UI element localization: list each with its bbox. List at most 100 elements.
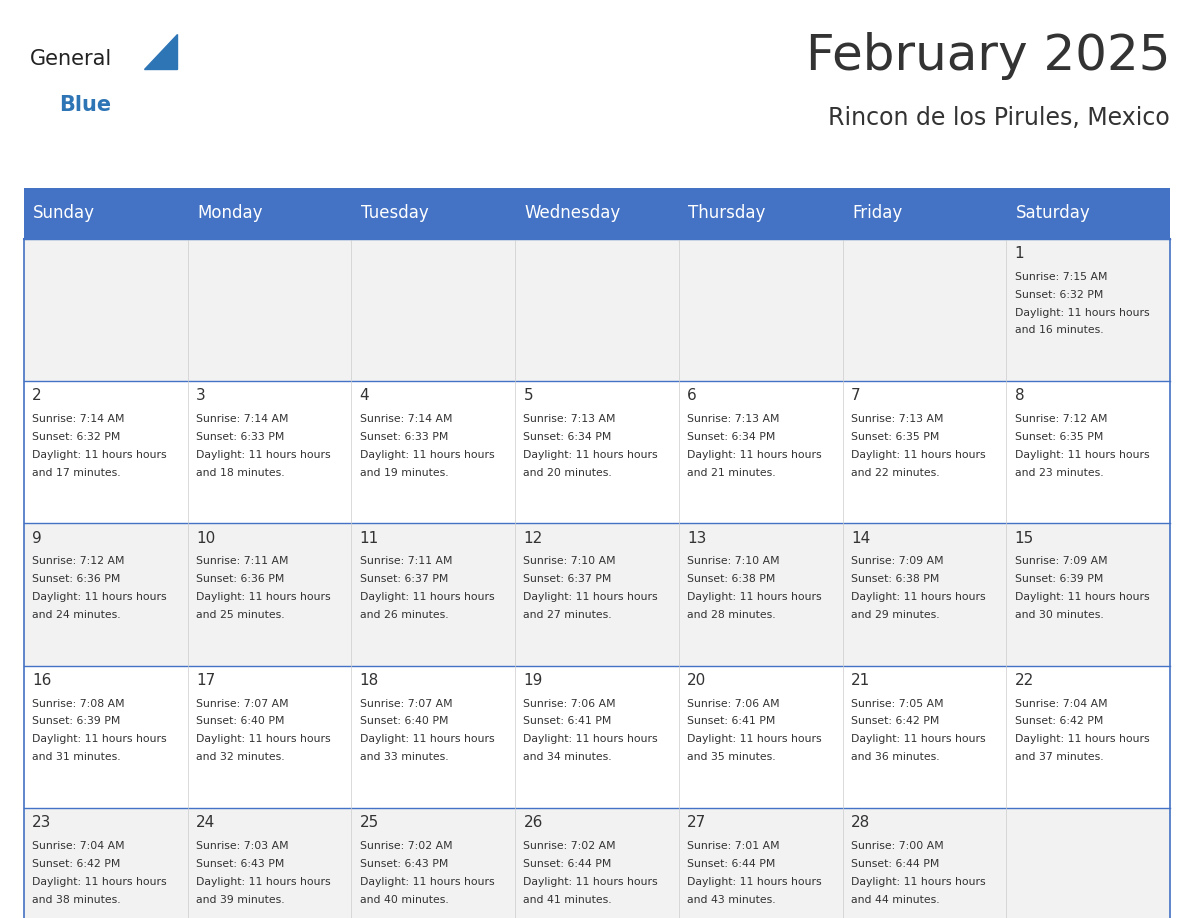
Bar	[24, 523, 1170, 666]
Text: and 37 minutes.: and 37 minutes.	[1015, 753, 1104, 762]
Text: Daylight: 11 hours hours: Daylight: 11 hours hours	[1015, 450, 1149, 460]
Text: Sunset: 6:39 PM: Sunset: 6:39 PM	[1015, 575, 1104, 584]
Text: Daylight: 11 hours hours: Daylight: 11 hours hours	[360, 734, 494, 744]
Text: Sunset: 6:35 PM: Sunset: 6:35 PM	[1015, 432, 1104, 442]
Text: Sunset: 6:33 PM: Sunset: 6:33 PM	[196, 432, 284, 442]
Text: Sunrise: 7:12 AM: Sunrise: 7:12 AM	[32, 556, 125, 566]
Text: and 29 minutes.: and 29 minutes.	[851, 610, 940, 620]
Text: and 20 minutes.: and 20 minutes.	[524, 468, 612, 477]
Text: Sunset: 6:44 PM: Sunset: 6:44 PM	[851, 859, 940, 868]
Text: and 31 minutes.: and 31 minutes.	[32, 753, 121, 762]
Text: Daylight: 11 hours hours: Daylight: 11 hours hours	[851, 450, 986, 460]
Text: 25: 25	[360, 815, 379, 830]
Text: 20: 20	[687, 673, 707, 688]
Text: and 38 minutes.: and 38 minutes.	[32, 894, 121, 904]
Text: Sunrise: 7:04 AM: Sunrise: 7:04 AM	[32, 841, 125, 851]
Text: Daylight: 11 hours hours: Daylight: 11 hours hours	[196, 450, 330, 460]
Text: Daylight: 11 hours hours: Daylight: 11 hours hours	[687, 450, 822, 460]
Text: Sunrise: 7:09 AM: Sunrise: 7:09 AM	[1015, 556, 1107, 566]
Text: 15: 15	[1015, 531, 1034, 545]
Text: 2: 2	[32, 388, 42, 403]
Text: Friday: Friday	[852, 205, 903, 222]
Text: 23: 23	[32, 815, 51, 830]
Text: Daylight: 11 hours hours: Daylight: 11 hours hours	[687, 877, 822, 887]
Text: and 34 minutes.: and 34 minutes.	[524, 753, 612, 762]
Text: 13: 13	[687, 531, 707, 545]
Text: Daylight: 11 hours hours: Daylight: 11 hours hours	[360, 592, 494, 602]
Text: Saturday: Saturday	[1016, 205, 1091, 222]
Text: Blue: Blue	[59, 95, 112, 115]
Text: Sunrise: 7:14 AM: Sunrise: 7:14 AM	[32, 414, 125, 424]
Text: Sunrise: 7:01 AM: Sunrise: 7:01 AM	[687, 841, 779, 851]
Text: Sunrise: 7:09 AM: Sunrise: 7:09 AM	[851, 556, 943, 566]
Text: and 24 minutes.: and 24 minutes.	[32, 610, 121, 620]
Text: and 44 minutes.: and 44 minutes.	[851, 894, 940, 904]
Text: 12: 12	[524, 531, 543, 545]
Text: Daylight: 11 hours hours: Daylight: 11 hours hours	[196, 877, 330, 887]
Text: and 40 minutes.: and 40 minutes.	[360, 894, 448, 904]
Text: February 2025: February 2025	[805, 32, 1170, 80]
Text: Daylight: 11 hours hours: Daylight: 11 hours hours	[1015, 308, 1149, 318]
Text: and 19 minutes.: and 19 minutes.	[360, 468, 448, 477]
Bar	[24, 239, 1170, 381]
Text: 8: 8	[1015, 388, 1024, 403]
Text: and 25 minutes.: and 25 minutes.	[196, 610, 284, 620]
Text: Sunrise: 7:13 AM: Sunrise: 7:13 AM	[524, 414, 615, 424]
Text: Sunrise: 7:12 AM: Sunrise: 7:12 AM	[1015, 414, 1107, 424]
Text: Sunset: 6:34 PM: Sunset: 6:34 PM	[524, 432, 612, 442]
Text: Sunrise: 7:06 AM: Sunrise: 7:06 AM	[687, 699, 779, 709]
Text: 7: 7	[851, 388, 860, 403]
Text: Daylight: 11 hours hours: Daylight: 11 hours hours	[1015, 734, 1149, 744]
Text: and 36 minutes.: and 36 minutes.	[851, 753, 940, 762]
Text: Sunday: Sunday	[33, 205, 95, 222]
Text: Sunset: 6:42 PM: Sunset: 6:42 PM	[32, 859, 120, 868]
Polygon shape	[144, 34, 177, 69]
Text: Sunset: 6:42 PM: Sunset: 6:42 PM	[1015, 716, 1104, 726]
Text: 27: 27	[687, 815, 707, 830]
Text: Sunset: 6:36 PM: Sunset: 6:36 PM	[196, 575, 284, 584]
Text: Daylight: 11 hours hours: Daylight: 11 hours hours	[851, 592, 986, 602]
Text: and 26 minutes.: and 26 minutes.	[360, 610, 448, 620]
Text: 24: 24	[196, 815, 215, 830]
Text: Sunrise: 7:02 AM: Sunrise: 7:02 AM	[524, 841, 617, 851]
Text: and 39 minutes.: and 39 minutes.	[196, 894, 284, 904]
Text: Sunset: 6:33 PM: Sunset: 6:33 PM	[360, 432, 448, 442]
Text: Sunrise: 7:02 AM: Sunrise: 7:02 AM	[360, 841, 453, 851]
Text: Thursday: Thursday	[688, 205, 766, 222]
Text: 26: 26	[524, 815, 543, 830]
Text: Sunset: 6:34 PM: Sunset: 6:34 PM	[687, 432, 776, 442]
Text: and 35 minutes.: and 35 minutes.	[687, 753, 776, 762]
Bar	[24, 808, 1170, 918]
Text: Daylight: 11 hours hours: Daylight: 11 hours hours	[196, 734, 330, 744]
Text: 19: 19	[524, 673, 543, 688]
Text: Daylight: 11 hours hours: Daylight: 11 hours hours	[32, 450, 166, 460]
Text: Daylight: 11 hours hours: Daylight: 11 hours hours	[32, 734, 166, 744]
Text: and 17 minutes.: and 17 minutes.	[32, 468, 121, 477]
Text: and 22 minutes.: and 22 minutes.	[851, 468, 940, 477]
Text: Daylight: 11 hours hours: Daylight: 11 hours hours	[524, 734, 658, 744]
Text: and 23 minutes.: and 23 minutes.	[1015, 468, 1104, 477]
Text: Sunrise: 7:03 AM: Sunrise: 7:03 AM	[196, 841, 289, 851]
Text: Sunset: 6:43 PM: Sunset: 6:43 PM	[196, 859, 284, 868]
Text: Sunrise: 7:07 AM: Sunrise: 7:07 AM	[196, 699, 289, 709]
Text: Monday: Monday	[197, 205, 263, 222]
Text: and 41 minutes.: and 41 minutes.	[524, 894, 612, 904]
Text: 14: 14	[851, 531, 870, 545]
Text: Sunrise: 7:10 AM: Sunrise: 7:10 AM	[687, 556, 779, 566]
Text: Daylight: 11 hours hours: Daylight: 11 hours hours	[851, 877, 986, 887]
Text: Daylight: 11 hours hours: Daylight: 11 hours hours	[1015, 592, 1149, 602]
Text: Wednesday: Wednesday	[525, 205, 621, 222]
Text: Sunset: 6:32 PM: Sunset: 6:32 PM	[32, 432, 120, 442]
Text: Sunset: 6:37 PM: Sunset: 6:37 PM	[360, 575, 448, 584]
Text: Sunset: 6:37 PM: Sunset: 6:37 PM	[524, 575, 612, 584]
Text: 1: 1	[1015, 246, 1024, 261]
Text: Sunrise: 7:13 AM: Sunrise: 7:13 AM	[851, 414, 943, 424]
Text: Daylight: 11 hours hours: Daylight: 11 hours hours	[360, 877, 494, 887]
Text: Daylight: 11 hours hours: Daylight: 11 hours hours	[196, 592, 330, 602]
Text: 4: 4	[360, 388, 369, 403]
Text: Sunset: 6:41 PM: Sunset: 6:41 PM	[687, 716, 776, 726]
Text: Sunset: 6:39 PM: Sunset: 6:39 PM	[32, 716, 120, 726]
Text: Sunset: 6:36 PM: Sunset: 6:36 PM	[32, 575, 120, 584]
Text: Sunrise: 7:10 AM: Sunrise: 7:10 AM	[524, 556, 617, 566]
Text: Daylight: 11 hours hours: Daylight: 11 hours hours	[524, 450, 658, 460]
